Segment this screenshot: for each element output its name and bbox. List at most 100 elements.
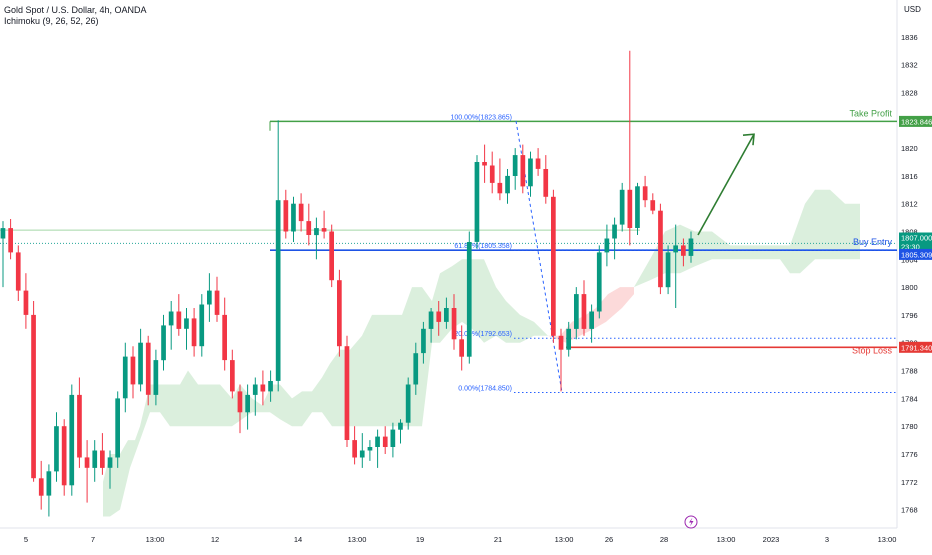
candle-body xyxy=(306,221,312,235)
candle-body xyxy=(77,394,82,458)
y-tick-label: 1820 xyxy=(901,144,918,153)
candle-body xyxy=(161,325,166,361)
candle-body xyxy=(505,175,510,194)
candle-body xyxy=(482,162,487,166)
candle-body xyxy=(283,200,289,232)
y-tick-label: 1832 xyxy=(901,61,918,70)
candle-body xyxy=(145,342,151,395)
candle-body xyxy=(130,356,136,385)
y-tick-label: 1772 xyxy=(901,478,918,487)
candle-body xyxy=(298,203,304,222)
candle-body xyxy=(168,311,174,326)
projection-arrow xyxy=(697,133,755,236)
current-price-tag: 1807.000 xyxy=(901,234,932,243)
x-tick-label: 2023 xyxy=(763,535,780,544)
candle-body xyxy=(31,314,36,479)
candle-body xyxy=(84,457,90,468)
chart-title: Gold Spot / U.S. Dollar, 4h, OANDA xyxy=(4,5,147,15)
candle-body xyxy=(260,384,266,392)
candle-body xyxy=(138,342,143,385)
candle-body xyxy=(107,457,113,468)
x-tick-label: 28 xyxy=(660,535,668,544)
candle-body xyxy=(413,353,419,385)
drawing-lines: 100.00%(1823.865) 61.80%(1805.358) 20.00%(… xyxy=(0,108,897,393)
current-price-tag-bg xyxy=(899,232,932,252)
x-tick-label: 13:00 xyxy=(878,535,897,544)
take-profit-price-tag: 1823.846 xyxy=(901,117,932,126)
candle-body xyxy=(566,328,571,350)
x-tick-label: 21 xyxy=(494,535,502,544)
candle-body xyxy=(352,440,357,458)
candles xyxy=(0,50,694,517)
y-tick-label: 1828 xyxy=(901,89,918,98)
candle-body xyxy=(421,328,426,354)
candle-body xyxy=(459,339,464,357)
candle-body xyxy=(535,158,541,169)
candle-body xyxy=(69,394,75,486)
y-tick-label: 1796 xyxy=(901,311,918,320)
stop-loss-annotation: Stop Loss xyxy=(852,345,893,355)
cloud-area xyxy=(103,259,548,517)
candle-body xyxy=(252,384,258,395)
candle-body xyxy=(635,186,640,228)
candle-body xyxy=(520,155,526,187)
x-tick-label: 5 xyxy=(24,535,28,544)
candle-body xyxy=(428,311,434,329)
lightning-icon[interactable] xyxy=(684,515,698,529)
countdown-tag: 23:30 xyxy=(901,243,920,252)
candle-body xyxy=(0,228,6,239)
candle-body xyxy=(390,429,396,447)
y-tick-label: 1780 xyxy=(901,422,918,431)
buy-entry-annotation: Buy Entry xyxy=(853,237,893,247)
candle-body xyxy=(612,224,617,239)
y-tick-label: 1768 xyxy=(901,506,918,515)
candle-body xyxy=(176,311,182,329)
candle-body xyxy=(337,280,342,347)
x-tick-label: 13:00 xyxy=(348,535,367,544)
candle-body xyxy=(489,165,495,183)
candle-body xyxy=(100,450,105,468)
candle-body xyxy=(466,242,472,357)
y-tick-label: 1784 xyxy=(901,394,918,403)
candle-body xyxy=(321,228,327,232)
candle-body xyxy=(375,436,380,447)
y-tick-label: 1800 xyxy=(901,283,918,292)
candle-body xyxy=(512,155,518,176)
candle-body xyxy=(207,290,212,305)
candle-body xyxy=(528,158,533,187)
stop-loss-price-tag: 1791.340 xyxy=(901,343,932,352)
candle-body xyxy=(650,200,656,211)
x-tick-label: 14 xyxy=(294,535,302,544)
candle-body xyxy=(291,203,296,232)
candle-body xyxy=(574,294,579,329)
take-profit-price-tag-bg xyxy=(899,115,932,127)
candle-body xyxy=(581,294,587,329)
candle-body xyxy=(184,318,189,329)
candle-body xyxy=(230,360,235,392)
candle-body xyxy=(444,308,449,322)
candle-body xyxy=(54,426,59,472)
ichimoku-cloud xyxy=(103,189,860,517)
take-profit-annotation: Take Profit xyxy=(849,108,892,118)
x-tick-label: 26 xyxy=(605,535,613,544)
candle-body xyxy=(38,478,44,496)
y-tick-label: 1812 xyxy=(901,200,918,209)
candle-body xyxy=(237,391,243,413)
candle-body xyxy=(658,210,663,288)
price-axis: 1768177217761780178417881792179618001804… xyxy=(901,33,918,515)
candle-body xyxy=(619,189,625,225)
candle-body xyxy=(15,252,21,291)
candle-body xyxy=(214,290,220,315)
currency-label: USD xyxy=(904,5,921,14)
candle-body xyxy=(122,356,128,399)
candle-body xyxy=(451,308,457,340)
x-tick-label: 12 xyxy=(211,535,219,544)
candle-body xyxy=(596,252,602,312)
y-tick-label: 1836 xyxy=(901,33,918,42)
candle-body xyxy=(329,231,334,281)
candle-body xyxy=(46,471,52,496)
indicator-legend[interactable]: Ichimoku (9, 26, 52, 26) xyxy=(4,16,99,26)
